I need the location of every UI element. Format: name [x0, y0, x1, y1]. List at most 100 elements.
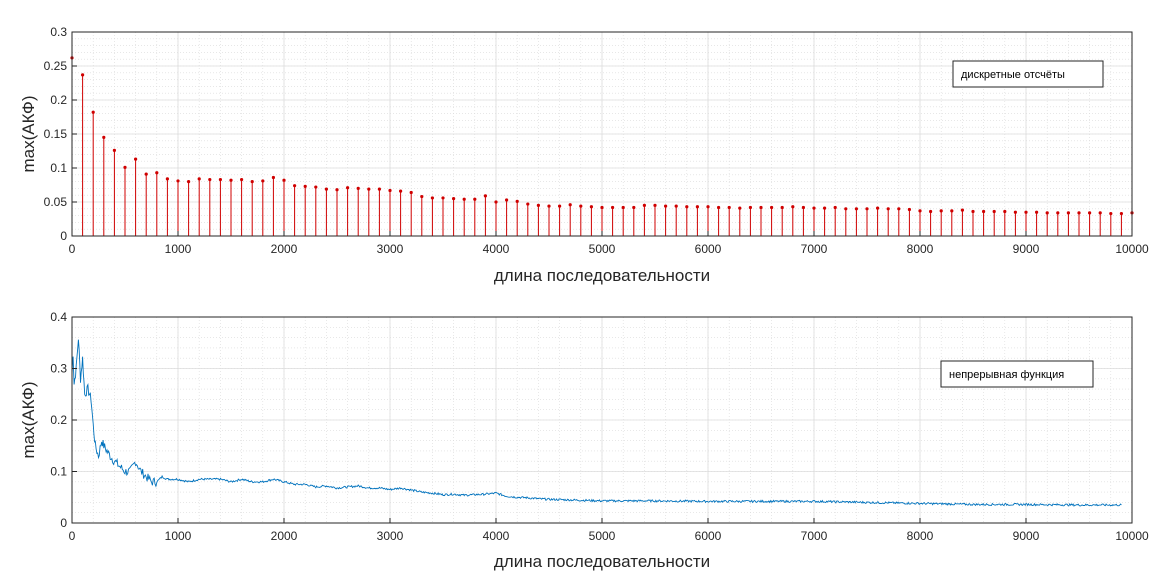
stem-marker — [356, 186, 360, 190]
stem-marker — [611, 205, 615, 210]
stem-marker — [335, 188, 339, 192]
bottom-y-tick-labels: 0 0.1 0.2 0.3 0.4 — [50, 310, 77, 530]
stem-marker — [621, 205, 625, 210]
x-tick-label: 10000 — [1115, 242, 1149, 256]
bottom-legend-box — [940, 360, 1094, 388]
stem-marker — [939, 209, 943, 213]
stem-marker — [865, 207, 869, 211]
x-tick-label: 6000 — [695, 529, 722, 543]
y-tick-label: 0.3 — [50, 362, 67, 376]
stem-marker — [695, 205, 700, 209]
y-tick-label: 0.15 — [44, 127, 68, 141]
stem-marker — [844, 207, 848, 211]
stem-marker — [293, 184, 297, 188]
stem-marker — [1088, 211, 1092, 215]
stem-marker — [176, 179, 180, 183]
stem-marker — [1066, 211, 1070, 215]
x-tick-label: 0 — [69, 242, 76, 256]
bottom-x-tick-labels: 0 1000 2000 3000 4000 5000 6000 7000 8000 9000 100… — [69, 518, 1149, 543]
x-tick-label: 7000 — [801, 242, 828, 256]
stem-marker — [642, 203, 647, 207]
stem-marker — [759, 205, 763, 210]
stem-marker — [833, 205, 837, 210]
x-tick-label: 0 — [69, 529, 76, 543]
bottom-x-axis-label: длина последовательности — [494, 552, 710, 571]
stem-marker — [123, 165, 127, 169]
stem-marker — [579, 204, 583, 208]
x-tick-label: 9000 — [1013, 242, 1040, 256]
stem-marker — [876, 206, 880, 210]
stem-marker — [738, 206, 742, 210]
stem-marker — [346, 186, 350, 190]
stem-marker — [218, 177, 222, 182]
stem-marker — [1077, 211, 1081, 215]
stem-marker — [462, 197, 466, 201]
y-tick-label: 0.1 — [50, 465, 67, 479]
stem-marker — [886, 207, 890, 211]
stem-marker — [632, 205, 636, 210]
stem-marker — [505, 198, 509, 202]
stem-marker — [960, 208, 965, 212]
stem-marker — [600, 205, 604, 210]
stem-marker — [929, 209, 933, 214]
stem-marker — [992, 209, 996, 214]
stem-marker — [1013, 210, 1018, 214]
bottom-legend[interactable]: непрерывная функция — [940, 360, 1094, 388]
stem-marker — [1056, 211, 1060, 215]
stem-marker — [324, 187, 328, 191]
stem-marker — [399, 189, 403, 193]
stem-marker — [409, 190, 413, 195]
y-tick-label: 0.2 — [50, 413, 67, 427]
stem-marker — [823, 206, 827, 210]
x-tick-label: 5000 — [589, 242, 616, 256]
stem-marker — [187, 180, 191, 184]
stem-marker — [144, 172, 148, 176]
stem-marker — [950, 209, 954, 213]
top-legend[interactable]: дискретные отсчёты — [952, 60, 1104, 88]
top-legend-box — [952, 60, 1104, 88]
stem-marker — [1045, 211, 1049, 215]
stem-marker — [240, 177, 244, 182]
x-tick-label: 4000 — [483, 529, 510, 543]
stem-marker — [748, 205, 753, 210]
top-stem-series — [70, 56, 1134, 236]
line-series-path — [71, 339, 1122, 507]
stem-marker — [547, 204, 551, 208]
stem-marker — [271, 175, 275, 180]
stem-marker — [197, 177, 201, 181]
stem-marker — [717, 205, 721, 210]
stem-marker — [367, 187, 371, 191]
stem-marker — [314, 185, 318, 189]
bottom-legend-label: непрерывная функция — [949, 369, 1064, 381]
stem-marker — [81, 73, 85, 77]
top-y-axis-label: max(АКФ) — [19, 95, 38, 172]
stem-marker — [303, 184, 307, 188]
stem-marker — [812, 206, 816, 210]
bottom-y-axis-label: max(АКФ) — [19, 381, 38, 458]
stem-marker — [589, 205, 594, 209]
stem-marker — [536, 203, 541, 207]
stem-marker — [664, 204, 668, 208]
bottom-line-series — [71, 339, 1122, 507]
stem-marker — [653, 203, 657, 207]
stem-marker — [250, 180, 254, 184]
x-tick-label: 4000 — [483, 242, 510, 256]
stem-marker — [568, 203, 572, 207]
stem-marker — [134, 157, 138, 161]
stem-marker — [261, 179, 265, 183]
stem-marker — [685, 205, 689, 209]
top-x-axis-label: длина последовательности — [494, 266, 710, 285]
stem-marker — [102, 135, 106, 139]
stem-marker — [229, 178, 233, 182]
x-tick-label: 2000 — [271, 529, 298, 543]
stem-marker — [727, 205, 731, 210]
stem-marker — [1035, 210, 1039, 214]
stem-marker — [388, 188, 392, 193]
x-tick-label: 3000 — [377, 242, 404, 256]
stem-marker — [473, 197, 477, 201]
x-tick-label: 8000 — [907, 529, 934, 543]
stem-marker — [1119, 211, 1123, 216]
y-tick-label: 0.05 — [44, 195, 68, 209]
stem-marker — [515, 199, 519, 203]
x-tick-label: 2000 — [271, 242, 298, 256]
